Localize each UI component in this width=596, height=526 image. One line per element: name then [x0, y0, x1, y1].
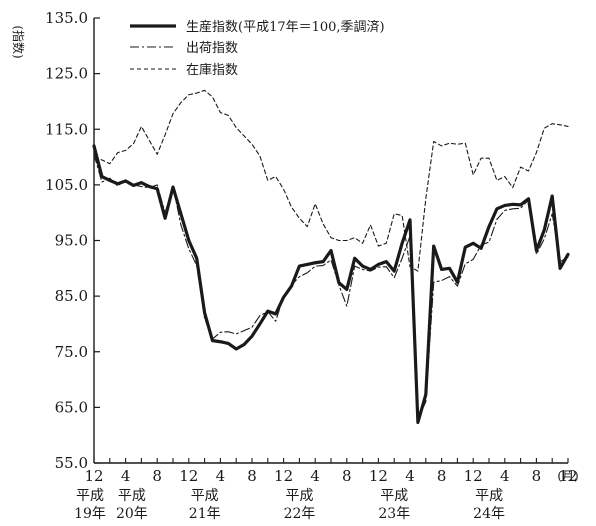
- axes-layer: 55.0 65.0 75.0 85.0 95.0 105.0 115.0 125.0 135.0…: [45, 9, 578, 522]
- x-tick-label: 12: [274, 467, 293, 485]
- x-year-label: 20年: [116, 506, 148, 521]
- y-tick-label: 95.0: [55, 232, 88, 250]
- x-tick-label: 8: [247, 467, 257, 485]
- x-tick-label: 8: [532, 467, 542, 485]
- x-year-era-label: 平成: [76, 488, 104, 504]
- y-tick-label: 135.0: [45, 9, 88, 27]
- legend-label-0: 生産指数(平成17年＝100,季調済): [186, 19, 385, 35]
- series-line-0: [92, 144, 570, 424]
- y-tick-label: 75.0: [55, 343, 88, 361]
- y-tick-label: 125.0: [45, 65, 88, 83]
- x-axis-unit-label: (月): [557, 469, 578, 483]
- y-tick-label: 65.0: [55, 398, 88, 416]
- x-year-label: 22年: [284, 506, 316, 521]
- x-year-label: 19年: [74, 506, 106, 521]
- x-tick-label: 8: [437, 467, 447, 485]
- x-tick-label: 12: [179, 467, 198, 485]
- x-year-era-label: 平成: [380, 488, 408, 504]
- x-tick-label: 4: [121, 467, 131, 485]
- y-tick-label: 115.0: [45, 120, 88, 138]
- x-tick-label: 8: [342, 467, 352, 485]
- x-tick-label: 12: [464, 467, 483, 485]
- x-tick-label: 4: [310, 467, 320, 485]
- series-layer: [92, 89, 570, 424]
- x-tick-label: 12: [369, 467, 388, 485]
- x-tick-label: 4: [405, 467, 415, 485]
- series-line-2: [93, 89, 569, 272]
- legend-label-2: 在庫指数: [186, 63, 238, 78]
- x-tick-label: 4: [500, 467, 510, 485]
- x-tick-label: 12: [558, 467, 577, 485]
- x-year-label: 23年: [378, 506, 410, 521]
- y-tick-label: 55.0: [55, 454, 88, 472]
- y-tick-label: 85.0: [55, 287, 88, 305]
- x-year-label: 24年: [473, 506, 505, 521]
- x-year-era-label: 平成: [191, 488, 219, 504]
- x-tick-label: 12: [84, 467, 103, 485]
- x-year-label: 21年: [189, 506, 221, 521]
- x-year-era-label: 平成: [286, 488, 314, 504]
- y-axis-label: (指数): [11, 25, 26, 58]
- x-year-era-label: 平成: [118, 488, 146, 504]
- y-tick-label: 105.0: [45, 176, 88, 194]
- x-tick-label: 8: [152, 467, 162, 485]
- series-line-1: [93, 153, 569, 420]
- legend-label-1: 出荷指数: [186, 41, 238, 56]
- x-tick-label: 4: [216, 467, 226, 485]
- x-year-era-label: 平成: [475, 488, 503, 504]
